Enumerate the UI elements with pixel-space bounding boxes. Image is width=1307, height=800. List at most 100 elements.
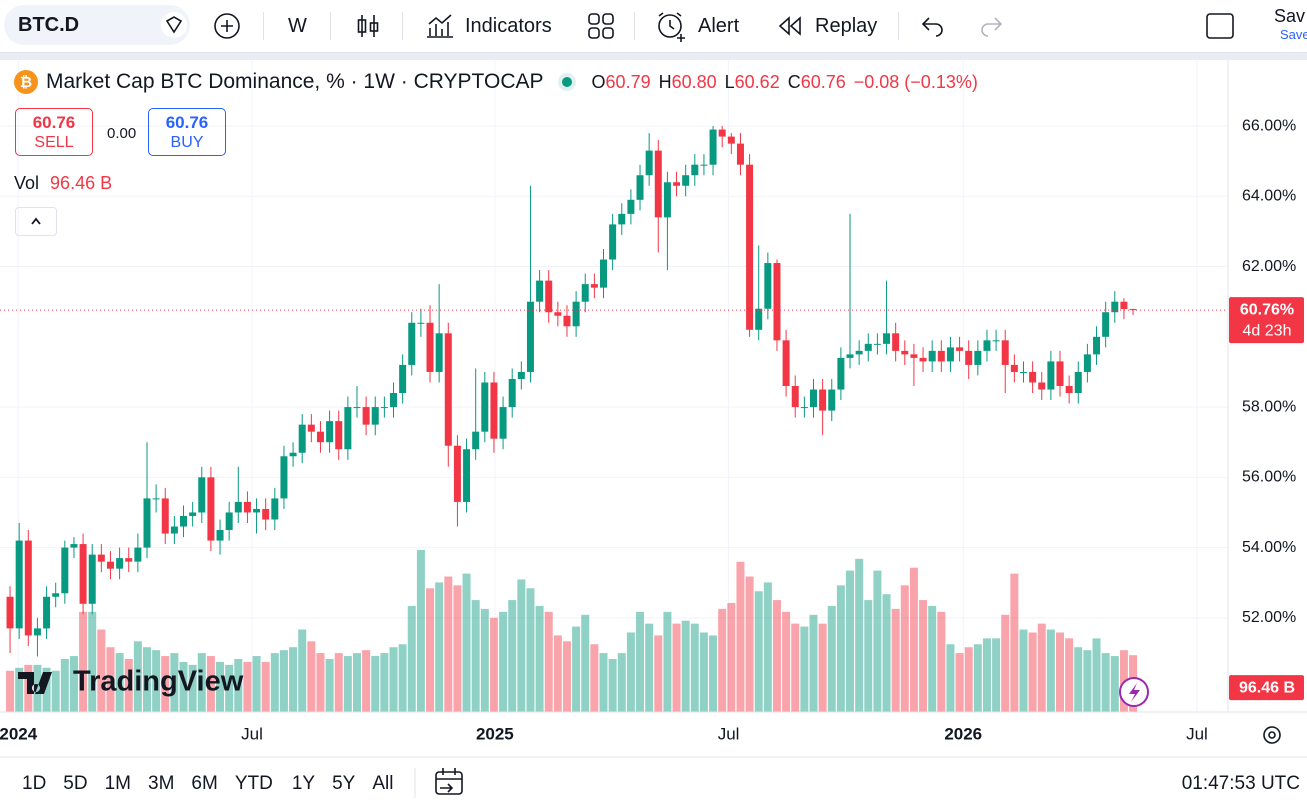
candle-body (189, 512, 197, 516)
candle-body (116, 558, 124, 569)
interval[interactable]: W (288, 15, 307, 37)
toolbar-gap (0, 53, 1307, 60)
volume-bar (599, 653, 608, 712)
range-button[interactable]: 6M (191, 773, 218, 794)
candle-body (910, 354, 918, 358)
volume-bar (334, 653, 343, 712)
volume-bar (307, 641, 316, 712)
undo[interactable] (920, 14, 946, 38)
candle-body (180, 515, 188, 527)
candle-body (928, 350, 936, 362)
candle-body (791, 386, 799, 408)
alert-button[interactable]: Alert (655, 10, 739, 42)
y-tick-label: 66.00% (1242, 117, 1296, 134)
candle-body (271, 498, 279, 520)
candle-body (718, 129, 726, 137)
layout-icon[interactable] (586, 11, 616, 41)
volume-bar (818, 623, 827, 712)
range-button[interactable]: 1M (104, 773, 131, 794)
volume-bar (782, 611, 791, 712)
ohlc-label: C (787, 71, 801, 92)
volume-bar (718, 608, 727, 712)
separator (402, 12, 403, 40)
candle-body (800, 407, 808, 409)
volume-bar (106, 647, 115, 712)
candle-body (956, 347, 964, 351)
candle-body (554, 312, 562, 316)
candle-body (983, 340, 991, 351)
volume-bar (407, 605, 416, 712)
x-tick-label: Jul (241, 724, 263, 743)
volume-bar (42, 667, 51, 712)
range-button[interactable]: 5Y (332, 773, 356, 794)
candle-body (408, 322, 416, 365)
candle-body (864, 343, 872, 351)
candle-body (390, 393, 398, 408)
volume-bar (69, 656, 78, 712)
candle-body (453, 445, 461, 502)
replay-button[interactable]: Replay (776, 12, 877, 40)
candle-body (70, 544, 78, 548)
range-button[interactable]: 1Y (291, 773, 316, 794)
date-range-icon[interactable] (435, 768, 463, 795)
range-button[interactable]: All (372, 773, 394, 794)
candle-body (399, 364, 407, 394)
add-symbol[interactable] (212, 11, 242, 41)
range-button[interactable]: 3M (148, 773, 175, 794)
candle-body (216, 530, 224, 541)
candle-body (79, 544, 87, 604)
candle-body (819, 389, 827, 411)
candle-body (883, 333, 891, 344)
candle-body (600, 259, 608, 288)
indicators-button[interactable]: Indicators (424, 12, 552, 40)
x-tick-label: 2024 (0, 724, 38, 743)
candle-body (298, 424, 306, 453)
separator (634, 12, 635, 40)
volume-bar (362, 650, 371, 712)
volume-bar (398, 644, 407, 712)
volume-bar (88, 611, 97, 712)
sell-button[interactable]: 60.76 SELL (15, 108, 93, 156)
volume-bar (115, 653, 124, 712)
candle-body (362, 407, 370, 425)
candle-body (161, 498, 169, 534)
settings-gear[interactable] (1263, 726, 1281, 744)
y-tick-label: 56.00% (1242, 469, 1296, 486)
candle-body (1083, 354, 1091, 372)
candle-body (225, 512, 233, 531)
candle-body (590, 284, 598, 288)
fullscreen[interactable] (1204, 11, 1236, 41)
status-dot (557, 73, 576, 91)
volume-bar (608, 658, 617, 712)
volume-bar (389, 647, 398, 712)
candle-body (326, 421, 334, 443)
coin-icon: ₿ (14, 70, 38, 94)
candle-body (380, 407, 388, 409)
candle-body (682, 175, 690, 186)
candle-body (1038, 382, 1046, 390)
volume-bar (919, 600, 928, 712)
volume-bar (216, 661, 225, 712)
candle-body (125, 558, 133, 562)
volume-bar (663, 611, 672, 712)
buy-button[interactable]: 60.76 BUY (148, 108, 226, 156)
volume-bar (15, 667, 24, 712)
volume-bar (891, 608, 900, 712)
candle-body (1111, 301, 1119, 313)
candle-body (134, 547, 142, 562)
volume-bar (79, 611, 88, 712)
candle-body (965, 350, 973, 365)
watermark: TradingView (18, 666, 244, 698)
save-button[interactable]: Sav Save (1274, 6, 1307, 42)
candle-body (262, 508, 270, 520)
candle-body (654, 150, 662, 218)
separator (898, 12, 899, 40)
symbol-search[interactable]: BTC.D (4, 5, 190, 45)
redo[interactable] (978, 14, 1004, 38)
collapse-button[interactable] (15, 207, 57, 236)
range-button[interactable]: 1D (22, 773, 47, 794)
range-button[interactable]: YTD (234, 773, 273, 794)
chart-type[interactable] (354, 11, 382, 41)
range-button[interactable]: 5D (63, 773, 88, 794)
